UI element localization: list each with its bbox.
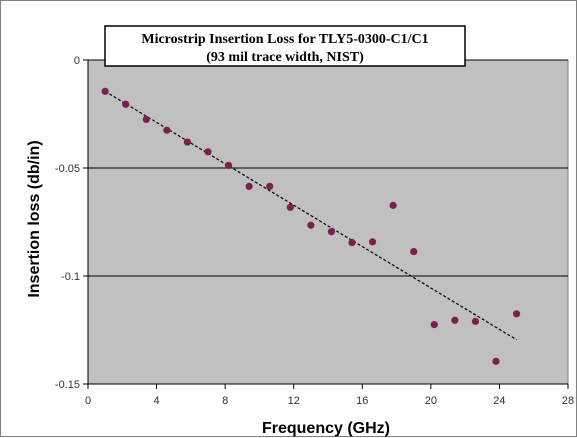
data-point	[410, 247, 418, 256]
x-tick-label: 0	[85, 395, 91, 407]
data-point	[368, 238, 377, 246]
x-tick-label: 8	[222, 395, 228, 407]
x-tick-label: 20	[425, 395, 437, 407]
data-point	[163, 126, 171, 134]
points-layer	[101, 87, 521, 365]
tick-layer: 0 -0.05 -0.1 -0.15 0 4 8 12 16 20 24 28	[55, 55, 574, 407]
y-tick-label: -0.1	[61, 271, 80, 283]
data-point	[492, 357, 500, 365]
data-point	[245, 182, 253, 190]
y-tick-label: 0	[74, 55, 80, 67]
data-point	[327, 228, 336, 236]
data-point	[204, 148, 212, 156]
plot-area	[87, 59, 569, 385]
x-tick-label: 24	[493, 395, 505, 407]
data-point	[286, 203, 294, 211]
trendline	[104, 90, 517, 341]
x-tick-label: 12	[288, 395, 300, 407]
chart-title-box-rect	[104, 25, 466, 67]
data-point	[183, 138, 192, 146]
data-point	[142, 115, 150, 123]
data-point	[348, 238, 356, 247]
data-point	[307, 221, 315, 229]
data-point	[101, 87, 109, 95]
chart-title: Microstrip Insertion Loss for TLY5-0300-…	[141, 32, 428, 47]
plot-layer	[87, 59, 569, 385]
chart-subtitle: (93 mil trace width, NIST)	[206, 50, 364, 65]
data-point	[122, 100, 130, 108]
y-tick-label: -0.15	[55, 379, 80, 391]
data-point	[266, 182, 274, 190]
data-point	[512, 310, 521, 318]
y-tick-label: -0.05	[55, 163, 80, 175]
x-axis-title: Frequency (GHz)	[262, 420, 390, 437]
y-axis-title: Insertion loss (db/in)	[26, 140, 43, 297]
x-tick-label: 4	[154, 395, 160, 407]
x-tick-label: 28	[562, 395, 574, 407]
data-point	[389, 201, 397, 209]
data-point	[451, 316, 459, 324]
trend-layer	[104, 90, 517, 341]
data-point	[471, 317, 480, 325]
chart-title-box: Microstrip Insertion Loss for TLY5-0300-…	[104, 25, 466, 67]
data-point	[224, 161, 233, 170]
data-point	[430, 321, 438, 329]
x-tick-label: 16	[356, 395, 368, 407]
